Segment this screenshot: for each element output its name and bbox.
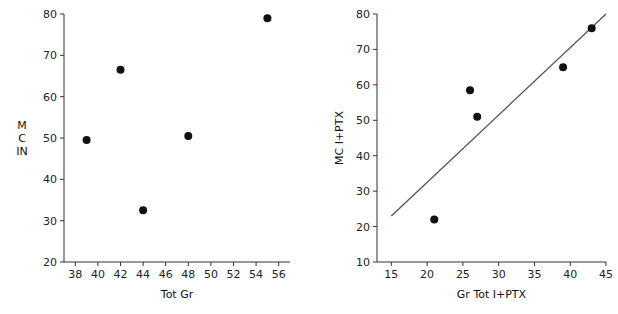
x-tick-label: 56: [272, 268, 286, 281]
y-tick: [60, 96, 64, 97]
y-axis-label: M: [17, 119, 27, 132]
x-tick-label: 40: [563, 268, 577, 281]
scatter-point: [263, 14, 271, 22]
x-tick-label: 40: [91, 268, 105, 281]
x-tick: [120, 262, 121, 266]
y-tick-label: 70: [356, 43, 370, 56]
x-tick: [570, 262, 571, 266]
scatter-point: [473, 113, 481, 121]
y-tick: [373, 14, 377, 15]
scatter-point: [430, 215, 438, 223]
y-tick: [373, 226, 377, 227]
x-axis-line: [377, 262, 606, 263]
x-tick-label: 38: [68, 268, 82, 281]
y-tick-label: 30: [356, 185, 370, 198]
y-tick-label: 10: [356, 256, 370, 269]
y-axis-label: C: [18, 132, 26, 145]
scatter-point: [559, 63, 567, 71]
y-tick-label: 60: [43, 91, 57, 104]
y-tick-label: 30: [43, 215, 57, 228]
x-tick: [278, 262, 279, 266]
x-tick-label: 50: [204, 268, 218, 281]
x-tick-label: 44: [136, 268, 150, 281]
x-tick-label: 52: [227, 268, 241, 281]
y-tick-label: 80: [43, 8, 57, 21]
y-tick-label: 80: [356, 8, 370, 21]
x-tick-label: 54: [249, 268, 263, 281]
y-tick: [373, 262, 377, 263]
y-tick-label: 70: [43, 49, 57, 62]
chart-canvas: 38 40 42 44 46 48 50 52 54 56 20 30 40 50 60 70 80 Tot Gr…: [0, 0, 618, 314]
scatter-point: [466, 86, 474, 94]
y-axis-label: MC I+PTX: [333, 111, 346, 165]
x-tick-label: 48: [181, 268, 195, 281]
scatter-point: [588, 24, 596, 32]
x-tick: [97, 262, 98, 266]
y-tick: [373, 49, 377, 50]
x-tick: [233, 262, 234, 266]
chart-panel: 15 20 25 30 35 40 45 10 20 30 40 50 60 70 80 Gr Tot I+P…: [333, 8, 613, 301]
x-tick-label: 35: [527, 268, 541, 281]
y-tick: [60, 220, 64, 221]
x-tick: [534, 262, 535, 266]
scatter-point: [83, 136, 91, 144]
y-tick: [373, 84, 377, 85]
y-tick: [60, 55, 64, 56]
x-tick: [210, 262, 211, 266]
x-tick: [391, 262, 392, 266]
y-tick: [60, 262, 64, 263]
x-tick-label: 20: [420, 268, 434, 281]
y-tick: [60, 14, 64, 15]
plot-area: [391, 14, 606, 223]
x-tick-label: 15: [384, 268, 398, 281]
y-axis-label: IN: [16, 145, 27, 158]
y-tick-label: 20: [356, 221, 370, 234]
x-tick-label: 45: [599, 268, 613, 281]
y-tick-label: 40: [356, 150, 370, 163]
x-tick: [427, 262, 428, 266]
x-tick-label: 46: [159, 268, 173, 281]
y-tick: [60, 179, 64, 180]
y-tick-label: 60: [356, 79, 370, 92]
x-tick-label: 25: [456, 268, 470, 281]
trend-line: [391, 14, 606, 216]
y-tick: [373, 155, 377, 156]
y-tick-label: 50: [43, 132, 57, 145]
y-tick: [373, 120, 377, 121]
y-tick: [60, 138, 64, 139]
y-tick-label: 20: [43, 256, 57, 269]
plot-area: [83, 14, 272, 214]
chart-panel: 38 40 42 44 46 48 50 52 54 56 20 30 40 50 60 70 80 Tot Gr…: [16, 8, 290, 301]
y-tick: [373, 191, 377, 192]
x-tick-label: 30: [492, 268, 506, 281]
x-tick: [165, 262, 166, 266]
scatter-point: [184, 132, 192, 140]
scatter-point: [117, 66, 125, 74]
x-tick: [498, 262, 499, 266]
x-axis-label: Tot Gr: [160, 288, 194, 301]
x-tick-label: 42: [114, 268, 128, 281]
x-axis-label: Gr Tot I+PTX: [457, 288, 527, 301]
x-tick: [188, 262, 189, 266]
x-tick: [606, 262, 607, 266]
x-tick: [75, 262, 76, 266]
y-tick-label: 40: [43, 173, 57, 186]
x-tick: [143, 262, 144, 266]
scatter-point: [139, 206, 147, 214]
x-tick: [256, 262, 257, 266]
y-tick-label: 50: [356, 114, 370, 127]
x-tick: [462, 262, 463, 266]
page: {"chart_data": [ {"type": "scatter", "x"…: [0, 0, 618, 314]
y-axis-line: [377, 14, 378, 262]
